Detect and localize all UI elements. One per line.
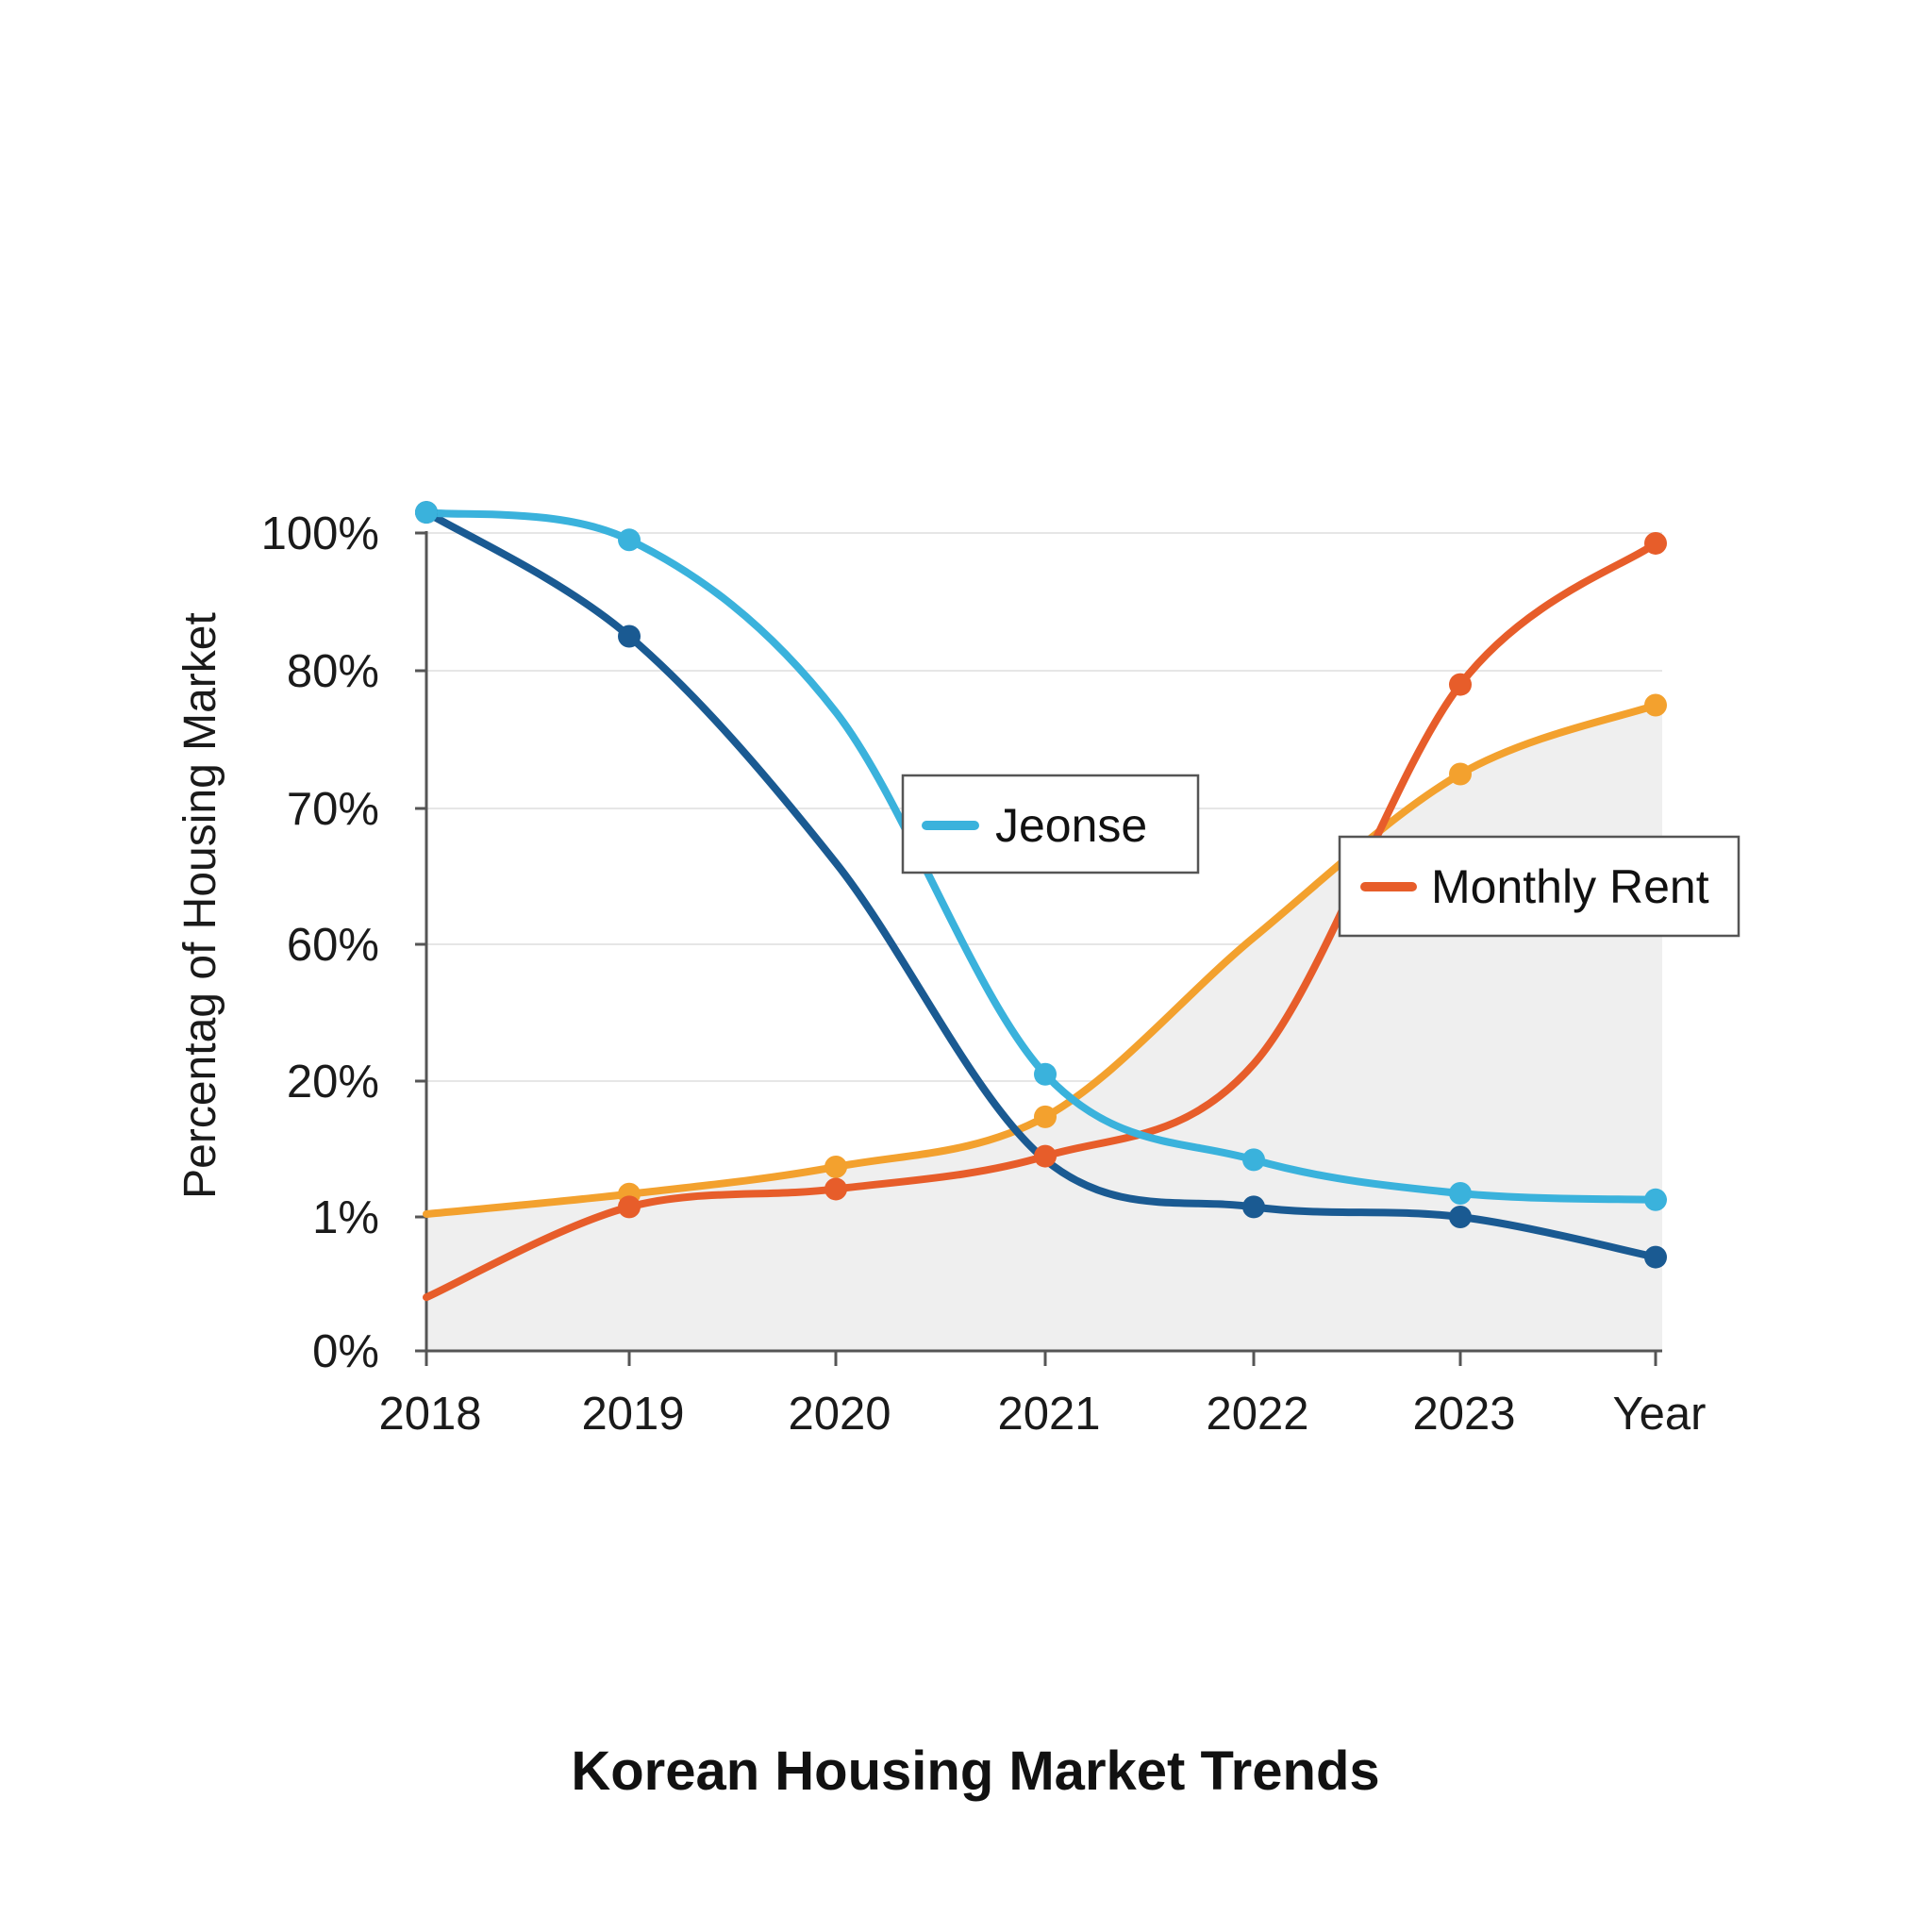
data-point-orange bbox=[824, 1155, 847, 1178]
y-tick-label: 70% bbox=[287, 784, 379, 835]
y-tick-label: 1% bbox=[312, 1192, 379, 1243]
data-point-dark-blue bbox=[1644, 1245, 1667, 1269]
x-tick-label: 2019 bbox=[581, 1389, 684, 1440]
data-point-light-blue bbox=[1242, 1148, 1265, 1172]
series-line-light-blue bbox=[423, 508, 1659, 1204]
data-point-light-blue bbox=[1449, 1181, 1472, 1205]
data-point-dark-blue bbox=[1242, 1195, 1265, 1219]
data-point-red bbox=[824, 1177, 847, 1201]
legend-jeonse-label: Jeonse bbox=[995, 799, 1147, 852]
data-point-light-blue bbox=[618, 528, 641, 552]
data-point-red bbox=[1644, 531, 1667, 555]
data-point-dark-blue bbox=[1449, 1206, 1472, 1228]
x-axis-ticks bbox=[425, 1351, 1657, 1366]
data-point-red bbox=[1034, 1144, 1057, 1168]
x-tick-label: 2020 bbox=[788, 1389, 891, 1440]
y-tick-label: 60% bbox=[287, 920, 379, 971]
y-tick-label: 100% bbox=[261, 508, 379, 559]
y-tick-label: 80% bbox=[287, 646, 379, 697]
data-point-orange bbox=[1449, 762, 1472, 786]
series-markers bbox=[415, 501, 1667, 1269]
data-point-orange bbox=[1644, 693, 1667, 717]
y-axis-title: Percentag of Housing Market bbox=[175, 612, 225, 1199]
data-point-red bbox=[618, 1195, 641, 1219]
y-tick-label: 0% bbox=[312, 1326, 379, 1377]
x-axis-tick-labels: 2018 2019 2020 2021 2022 2023 Year bbox=[378, 1389, 1706, 1440]
y-tick-label: 20% bbox=[287, 1057, 379, 1108]
x-tick-label: 2021 bbox=[997, 1389, 1100, 1440]
x-tick-label: Year bbox=[1612, 1389, 1706, 1440]
data-point-orange bbox=[1034, 1105, 1057, 1128]
data-point-dark-blue bbox=[618, 625, 641, 648]
legend-monthly-rent: Monthly Rent bbox=[1338, 835, 1740, 938]
x-tick-label: 2023 bbox=[1412, 1389, 1515, 1440]
legend-monthly-rent-label: Monthly Rent bbox=[1431, 860, 1709, 913]
y-axis-tick-labels: 0% 1% 20% 60% 70% 80% 100% bbox=[261, 508, 426, 1377]
chart-title: Korean Housing Market Trends bbox=[571, 1740, 1379, 1802]
data-point-red bbox=[1449, 673, 1472, 696]
x-tick-label: 2018 bbox=[378, 1389, 481, 1440]
data-point-light-blue bbox=[415, 501, 438, 525]
x-tick-label: 2022 bbox=[1206, 1389, 1308, 1440]
data-point-light-blue bbox=[1034, 1062, 1057, 1086]
legend-jeonse: Jeonse bbox=[901, 774, 1200, 874]
data-point-light-blue bbox=[1644, 1188, 1667, 1211]
